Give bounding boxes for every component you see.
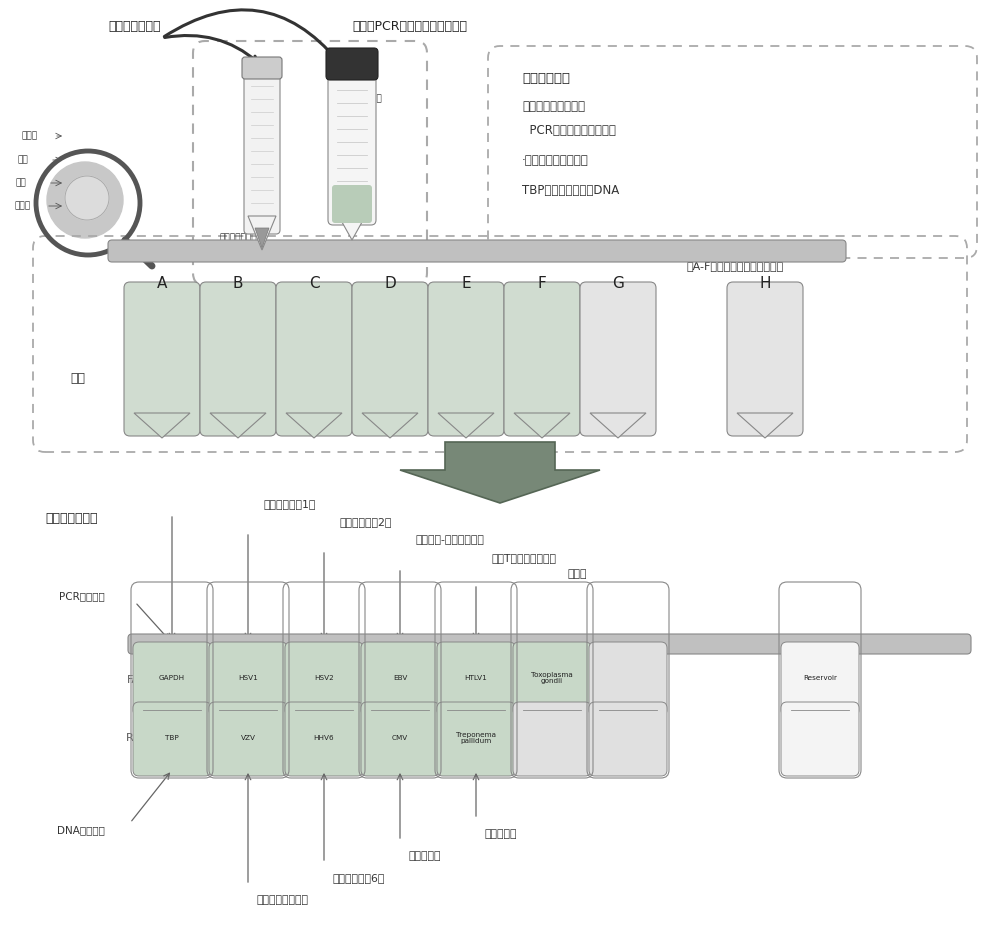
Polygon shape <box>248 216 276 250</box>
FancyBboxPatch shape <box>285 642 363 716</box>
Text: 被检体采集容器: 被检体采集容器 <box>219 233 257 243</box>
Text: A: A <box>157 276 167 290</box>
FancyBboxPatch shape <box>328 71 376 225</box>
Text: PCR反应液容器: PCR反应液容器 <box>338 94 382 102</box>
Text: 梅毒螺旋体: 梅毒螺旋体 <box>484 829 516 839</box>
Text: Treponema
pallidum: Treponema pallidum <box>456 732 496 744</box>
Text: D: D <box>384 276 396 290</box>
FancyBboxPatch shape <box>428 282 504 436</box>
Polygon shape <box>255 228 269 248</box>
Text: 人类T细胞白血病病毒: 人类T细胞白血病病毒 <box>491 553 556 563</box>
Text: TBP: TBP <box>165 735 179 741</box>
Text: 试剂盒构成件: 试剂盒构成件 <box>522 71 570 84</box>
Text: （被检体采集容器、: （被检体采集容器、 <box>522 100 585 113</box>
FancyBboxPatch shape <box>332 185 372 223</box>
Text: 人类疱疹病毒6型: 人类疱疹病毒6型 <box>332 873 384 883</box>
FancyBboxPatch shape <box>133 642 211 716</box>
Text: 爱波斯坦-巴尔二氏病毒: 爱波斯坦-巴尔二氏病毒 <box>415 535 484 545</box>
Polygon shape <box>438 413 494 438</box>
Text: 向A-F的各微孔中添加检查试样: 向A-F的各微孔中添加检查试样 <box>686 261 784 271</box>
Polygon shape <box>362 413 418 438</box>
FancyBboxPatch shape <box>285 702 363 776</box>
Text: CMV: CMV <box>392 735 408 741</box>
FancyBboxPatch shape <box>589 642 667 716</box>
Polygon shape <box>134 413 190 438</box>
Text: PCR反应对照: PCR反应对照 <box>59 591 105 601</box>
Text: F: F <box>538 276 546 290</box>
Text: G: G <box>612 276 624 290</box>
FancyBboxPatch shape <box>244 72 280 234</box>
Polygon shape <box>590 413 646 438</box>
Polygon shape <box>737 413 793 438</box>
Text: ROX: ROX <box>126 733 150 743</box>
FancyBboxPatch shape <box>352 282 428 436</box>
Text: Reservoir: Reservoir <box>803 675 837 681</box>
Text: E: E <box>461 276 471 290</box>
Text: HSV1: HSV1 <box>238 675 258 681</box>
Text: 前房水: 前房水 <box>22 132 38 140</box>
FancyBboxPatch shape <box>781 702 859 776</box>
Text: HSV2: HSV2 <box>314 675 334 681</box>
FancyBboxPatch shape <box>781 642 859 716</box>
Text: 玻璃体: 玻璃体 <box>14 202 30 210</box>
FancyBboxPatch shape <box>108 240 846 262</box>
Polygon shape <box>514 413 570 438</box>
FancyBboxPatch shape <box>128 634 971 654</box>
FancyBboxPatch shape <box>124 282 200 436</box>
FancyBboxPatch shape <box>580 282 656 436</box>
Polygon shape <box>333 206 371 240</box>
Text: PCR反应液容器、条管）: PCR反应液容器、条管） <box>522 123 616 137</box>
Text: 结果（检测例）: 结果（检测例） <box>46 512 98 524</box>
Text: 单纯疱疹病毒1型: 单纯疱疹病毒1型 <box>263 499 315 509</box>
Text: ·被检体采集容器包含: ·被检体采集容器包含 <box>522 154 589 167</box>
Text: HTLV1: HTLV1 <box>465 675 487 681</box>
FancyBboxPatch shape <box>361 702 439 776</box>
Text: 采集的眼被检体: 采集的眼被检体 <box>109 20 161 32</box>
FancyBboxPatch shape <box>242 57 282 79</box>
FancyBboxPatch shape <box>209 702 287 776</box>
Text: VZV: VZV <box>240 735 256 741</box>
FancyBboxPatch shape <box>504 282 580 436</box>
FancyBboxPatch shape <box>276 282 352 436</box>
Polygon shape <box>286 413 342 438</box>
Text: B: B <box>233 276 243 290</box>
Text: 硝房: 硝房 <box>16 178 27 188</box>
FancyBboxPatch shape <box>209 642 287 716</box>
Text: 混合至PCR反应液制成检查试样: 混合至PCR反应液制成检查试样 <box>352 20 467 32</box>
Text: GAPDH: GAPDH <box>159 675 185 681</box>
Polygon shape <box>400 442 600 503</box>
Circle shape <box>65 176 109 220</box>
Text: C: C <box>309 276 319 290</box>
Text: TBP（提取对照）的DNA: TBP（提取对照）的DNA <box>522 184 619 196</box>
Text: Toxoplasma
gondii: Toxoplasma gondii <box>531 671 573 684</box>
FancyBboxPatch shape <box>437 642 515 716</box>
Text: EBV: EBV <box>393 675 407 681</box>
FancyBboxPatch shape <box>361 642 439 716</box>
Text: 弓形虫: 弓形虫 <box>567 569 586 579</box>
Text: H: H <box>759 276 771 290</box>
Text: 条管: 条管 <box>70 372 86 385</box>
FancyBboxPatch shape <box>589 702 667 776</box>
Text: 单纯疱疹病毒2型: 单纯疱疹病毒2型 <box>339 517 391 527</box>
FancyBboxPatch shape <box>513 702 591 776</box>
Polygon shape <box>210 413 266 438</box>
Circle shape <box>47 162 123 238</box>
Text: 巨细胞病毒: 巨细胞病毒 <box>408 851 440 861</box>
Text: HHV6: HHV6 <box>314 735 334 741</box>
Text: FAM: FAM <box>127 675 149 685</box>
Text: 水痘带状疱疹病毒: 水痘带状疱疹病毒 <box>256 895 308 905</box>
FancyBboxPatch shape <box>326 48 378 80</box>
Text: 角膜: 角膜 <box>18 155 29 165</box>
FancyBboxPatch shape <box>437 702 515 776</box>
FancyBboxPatch shape <box>727 282 803 436</box>
FancyBboxPatch shape <box>133 702 211 776</box>
FancyBboxPatch shape <box>200 282 276 436</box>
Text: DNA提取对照: DNA提取对照 <box>57 825 105 835</box>
FancyBboxPatch shape <box>513 642 591 716</box>
